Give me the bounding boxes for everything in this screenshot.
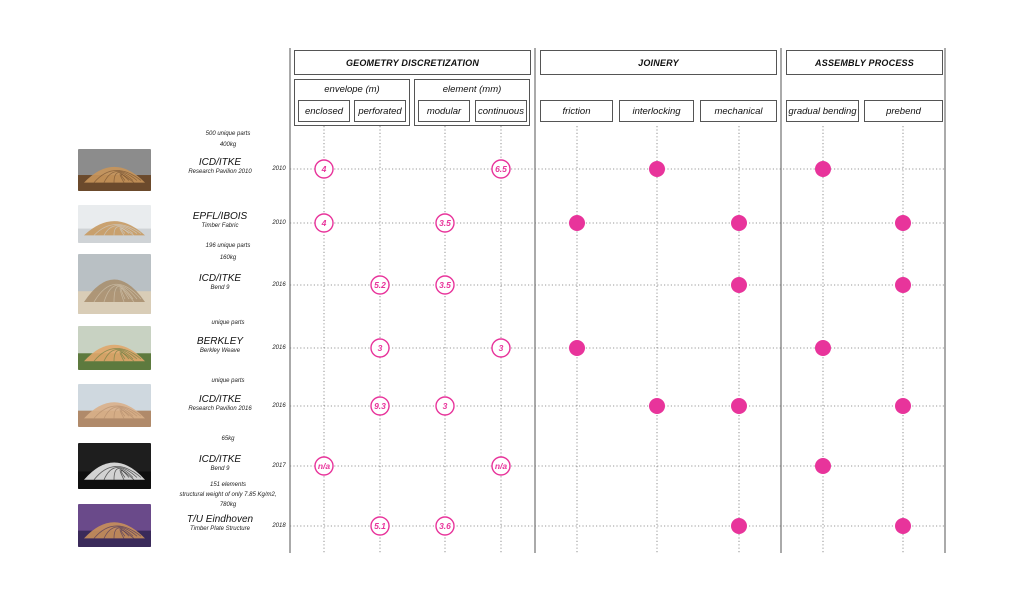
value-marker <box>435 275 455 295</box>
check-dot <box>815 458 831 474</box>
column-mechanical: mechanical <box>700 100 777 122</box>
project-year: 2016 <box>272 403 286 409</box>
header-joinery: JOINERY <box>540 50 777 75</box>
project-name: ICD/ITKE <box>198 157 242 168</box>
value-label: 3 <box>378 343 383 353</box>
project-subtitle: Berkley Weave <box>199 348 241 354</box>
value-label: n/a <box>318 461 331 471</box>
value-marker <box>314 159 334 179</box>
project-year: 2016 <box>272 282 286 288</box>
project-thumbnail <box>78 384 151 427</box>
project-note: 160kg <box>219 255 237 261</box>
project-note: 65kg <box>221 436 235 442</box>
value-marker <box>435 213 455 233</box>
project-note: structural weight of only 7.85 Kg/m2, <box>179 492 277 498</box>
value-marker <box>314 213 334 233</box>
project-name: ICD/ITKE <box>198 454 242 465</box>
column-prebend: prebend <box>864 100 943 122</box>
project-thumbnail <box>78 149 151 191</box>
value-marker <box>435 516 455 536</box>
project-thumbnail <box>78 443 151 489</box>
project-name: ICD/ITKE <box>198 273 242 284</box>
project-name: T/U Eindhoven <box>186 514 254 525</box>
value-marker <box>370 516 390 536</box>
value-marker <box>491 456 511 476</box>
project-thumbnail <box>78 205 151 243</box>
value-marker <box>370 338 390 358</box>
value-label: 4 <box>321 218 327 228</box>
value-label: 3 <box>499 343 504 353</box>
project-subtitle: Bend 9 <box>210 285 230 291</box>
project-note: 196 unique parts <box>205 243 251 249</box>
value-label: 5.1 <box>374 521 386 531</box>
project-year: 2010 <box>272 166 286 172</box>
column-perforated: perforated <box>354 100 406 122</box>
subheader-envelope: envelope (m) <box>324 83 380 95</box>
project-thumbnail <box>78 326 151 370</box>
check-dot <box>649 398 665 414</box>
check-dot <box>731 518 747 534</box>
check-dot <box>731 398 747 414</box>
value-label: 9.3 <box>374 401 386 411</box>
value-label: 6.5 <box>495 164 507 174</box>
value-marker <box>491 159 511 179</box>
value-marker <box>370 396 390 416</box>
value-label: n/a <box>495 461 508 471</box>
column-interlocking: interlocking <box>619 100 694 122</box>
project-subtitle: Timber Plate Structure <box>190 526 250 532</box>
project-subtitle: Timber Fabric <box>201 223 239 229</box>
value-label: 3 <box>443 401 448 411</box>
project-thumbnail <box>78 504 151 547</box>
column-gradual-bending: gradual bending <box>786 100 859 122</box>
value-marker <box>491 338 511 358</box>
check-dot <box>569 340 585 356</box>
check-dot <box>569 215 585 231</box>
check-dot <box>895 518 911 534</box>
project-subtitle: Research Pavilion 2016 <box>188 406 252 412</box>
header-assembly-process: ASSEMBLY PROCESS <box>786 50 943 75</box>
project-note: 400kg <box>219 142 237 148</box>
check-dot <box>649 161 665 177</box>
subheader-element: element (mm) <box>442 83 502 95</box>
project-year: 2016 <box>272 345 286 351</box>
header-geometry-discretization: GEOMETRY DISCRETIZATION <box>294 50 531 75</box>
check-dot <box>895 398 911 414</box>
project-thumbnail <box>78 254 151 314</box>
check-dot <box>731 277 747 293</box>
project-note: 780kg <box>219 502 237 508</box>
value-marker <box>435 396 455 416</box>
value-label: 3.6 <box>439 521 451 531</box>
project-note: 151 elements <box>209 482 247 488</box>
value-label: 5.2 <box>374 280 386 290</box>
project-note: unique parts <box>211 320 245 326</box>
check-dot <box>731 215 747 231</box>
project-name: EPFL/IBOIS <box>192 211 248 222</box>
project-year: 2010 <box>272 220 286 226</box>
group-element <box>414 79 530 126</box>
column-enclosed: enclosed <box>298 100 350 122</box>
project-year: 2017 <box>272 463 286 469</box>
check-dot <box>895 215 911 231</box>
project-note: unique parts <box>211 378 245 384</box>
value-marker <box>370 275 390 295</box>
value-label: 4 <box>321 164 327 174</box>
column-friction: friction <box>540 100 613 122</box>
project-name: ICD/ITKE <box>198 394 242 405</box>
value-label: 3.5 <box>439 218 451 228</box>
group-envelope <box>294 79 410 126</box>
column-continuous: continuous <box>475 100 527 122</box>
column-modular: modular <box>418 100 470 122</box>
project-year: 2018 <box>272 523 286 529</box>
project-subtitle: Research Pavilion 2010 <box>188 169 252 175</box>
value-label: 3.5 <box>439 280 451 290</box>
value-marker <box>314 456 334 476</box>
project-note: 500 unique parts <box>205 131 251 137</box>
check-dot <box>815 340 831 356</box>
project-name: BERKLEY <box>196 336 244 347</box>
check-dot <box>895 277 911 293</box>
check-dot <box>815 161 831 177</box>
project-subtitle: Bend 9 <box>210 466 230 472</box>
